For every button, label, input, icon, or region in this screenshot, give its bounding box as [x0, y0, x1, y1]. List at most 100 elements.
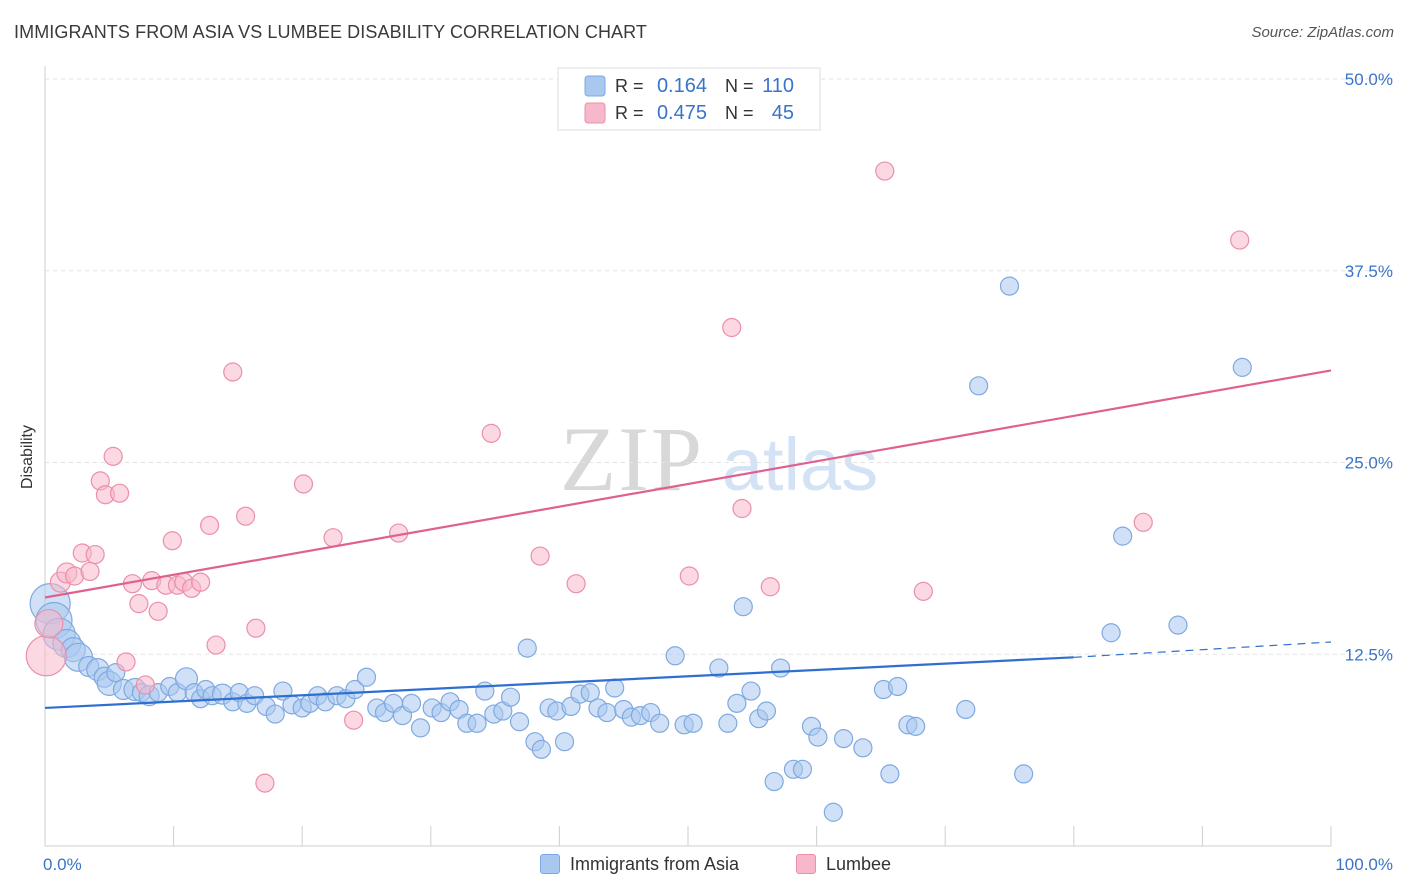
data-point [999, 276, 1020, 296]
data-point [760, 577, 780, 597]
data-point [1101, 623, 1121, 643]
data-point [475, 681, 495, 701]
data-point [969, 376, 989, 396]
data-point [135, 675, 155, 695]
data-point [683, 713, 703, 733]
trend-line-immigrants-from-asia [44, 656, 1074, 710]
series-lumbee [25, 161, 1250, 793]
data-point [103, 446, 123, 466]
data-point [741, 681, 761, 701]
data-point [481, 423, 501, 443]
y-tick-label: 50.0% [1345, 70, 1393, 89]
data-point [756, 701, 777, 721]
data-point [823, 802, 843, 822]
data-point [732, 498, 752, 519]
data-point [116, 652, 136, 672]
chart-source: Source: ZipAtlas.com [1251, 24, 1394, 41]
data-point [500, 687, 521, 707]
data-point [467, 713, 487, 733]
stats-n-label: N = [725, 103, 754, 123]
axes [44, 66, 1332, 847]
stats-n-label: N = [725, 76, 754, 96]
data-point [34, 608, 64, 639]
grid [45, 78, 1393, 655]
data-point [605, 678, 625, 698]
data-point [25, 635, 67, 677]
data-point [722, 317, 742, 338]
stats-r-value: 0.475 [657, 102, 707, 124]
stats-legend: R = 0.164 N = 110 R = 0.475 N = 45 [557, 67, 821, 131]
stats-swatch [584, 102, 606, 124]
data-point [764, 771, 784, 792]
data-point [246, 618, 266, 638]
data-point [1232, 357, 1252, 377]
data-point [834, 729, 854, 749]
data-point [718, 713, 738, 733]
data-point [733, 597, 753, 617]
data-point [80, 561, 100, 582]
data-point [517, 638, 537, 658]
y-tick-label: 12.5% [1345, 645, 1393, 664]
data-point [808, 727, 828, 747]
legend-item-lumbee: Lumbee [796, 852, 891, 876]
data-point [853, 738, 873, 758]
data-point [1133, 512, 1153, 532]
data-point [1230, 230, 1250, 250]
data-point [888, 676, 908, 697]
data-point [293, 474, 314, 494]
stats-r-label: R = [615, 103, 644, 123]
data-point [875, 161, 895, 181]
data-point [345, 679, 365, 700]
data-point [665, 646, 685, 666]
data-point [679, 566, 699, 586]
trend-line-lumbee [44, 369, 1332, 599]
x-tick-label: 100.0% [1335, 855, 1393, 874]
data-point [509, 712, 530, 732]
data-point [236, 506, 256, 526]
chart-title: IMMIGRANTS FROM ASIA VS LUMBEE DISABILIT… [14, 22, 648, 42]
data-point [148, 601, 168, 621]
stats-swatch [584, 75, 606, 97]
data-point [709, 658, 729, 678]
data-point [580, 682, 600, 703]
series-immigrants-from-asia [29, 276, 1252, 822]
data-point [109, 483, 130, 503]
trend-line-extension [1073, 641, 1332, 658]
data-point [323, 528, 343, 548]
data-point [206, 635, 226, 655]
data-point [880, 764, 900, 784]
stats-r-value: 0.164 [657, 75, 707, 97]
trend-lines [44, 369, 1332, 710]
data-point [906, 716, 926, 736]
legend-label-lumbee: Lumbee [826, 853, 892, 874]
legend-swatch-immigrants-from-asia [540, 854, 560, 874]
data-point [650, 713, 670, 733]
data-point [223, 362, 243, 382]
data-point [566, 574, 586, 594]
data-point [129, 594, 149, 614]
data-point [344, 710, 364, 730]
data-point [956, 699, 976, 720]
legend-item-immigrants-from-asia: Immigrants from Asia [540, 852, 739, 876]
data-point [913, 581, 933, 601]
tick-labels: 12.5% 25.0% 37.5% 50.0% 0.0% 100.0% [43, 70, 1393, 874]
data-point [191, 572, 211, 592]
data-point [85, 544, 105, 565]
data-point [530, 546, 550, 566]
y-tick-label: 37.5% [1345, 262, 1393, 281]
stats-n-value: 110 [762, 75, 794, 97]
x-tick-label: 0.0% [43, 855, 82, 874]
y-tick-label: 25.0% [1345, 454, 1393, 473]
stats-r-label: R = [615, 76, 644, 96]
data-point [356, 667, 377, 687]
stats-n-value: 45 [772, 102, 794, 124]
legend-label-immigrants-from-asia: Immigrants from Asia [570, 853, 740, 874]
data-point [255, 773, 275, 793]
data-point [410, 718, 431, 738]
data-point [265, 704, 285, 724]
data-point [597, 702, 617, 723]
data-point [554, 732, 575, 752]
data-point [792, 759, 813, 779]
data-point [1014, 764, 1034, 784]
